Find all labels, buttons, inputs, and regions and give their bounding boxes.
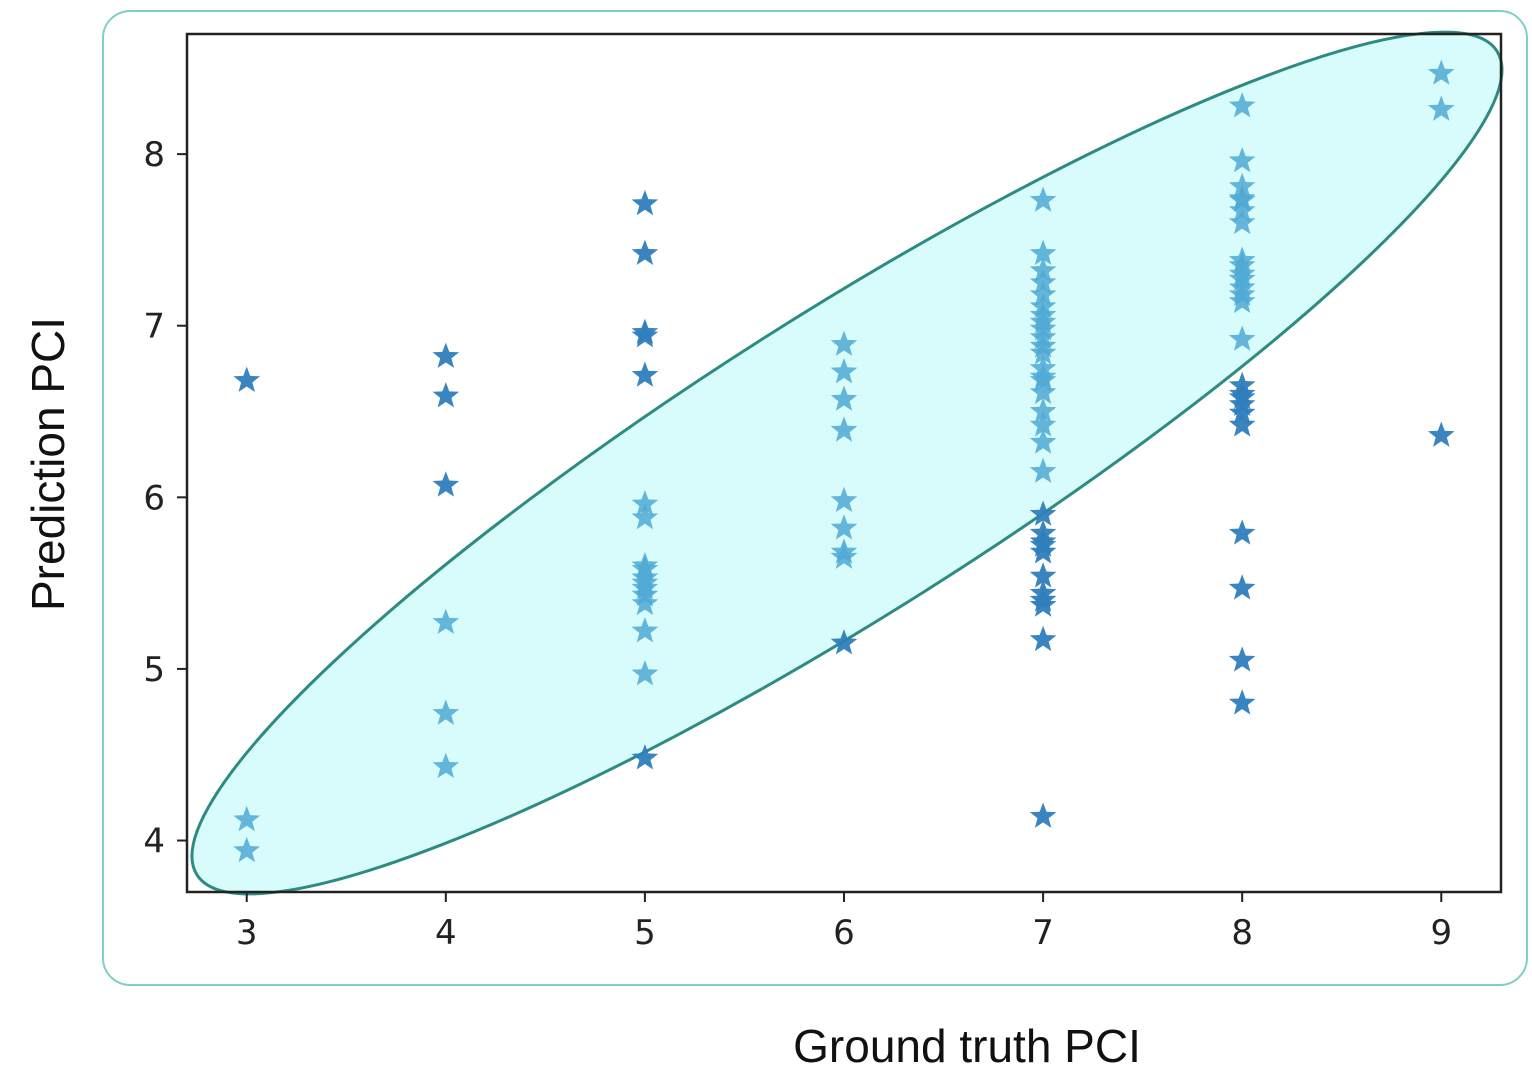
data-point-star: [233, 366, 261, 392]
data-point-star: [233, 805, 261, 832]
data-point-star: [631, 322, 659, 348]
data-point-star: [631, 660, 659, 686]
data-point-star: [233, 836, 261, 863]
data-point-star: [1029, 562, 1057, 588]
data-point-star: [631, 589, 659, 616]
y-tick-label: 5: [143, 650, 165, 690]
x-tick-label: 4: [435, 913, 457, 953]
data-point-star: [1228, 280, 1256, 307]
data-point-star: [1029, 527, 1057, 554]
x-axis-label: Ground truth PCI: [793, 1020, 1141, 1072]
data-point-star: [1029, 500, 1057, 526]
y-ticks: 4 5 6 7 8: [143, 135, 187, 862]
y-tick-label: 6: [143, 478, 165, 518]
data-point-star: [631, 361, 659, 387]
data-point-star: [1228, 411, 1256, 437]
x-tick-label: 5: [634, 913, 656, 953]
data-point-star: [1228, 184, 1256, 211]
y-tick-label: 7: [143, 307, 165, 347]
highlight-ellipse: [190, 30, 1504, 896]
data-point-star: [830, 358, 858, 384]
data-point-star: [432, 752, 460, 779]
data-point-star: [432, 382, 460, 408]
data-point-star: [1228, 574, 1256, 600]
data-point-star: [1029, 397, 1057, 423]
data-point-star: [631, 239, 659, 265]
data-point-star: [830, 629, 858, 655]
x-ticks: 3 4 5 6 7 8 9: [236, 892, 1452, 953]
x-tick-label: 8: [1231, 913, 1253, 953]
data-point-star: [830, 416, 858, 442]
chart-frame: [102, 10, 1528, 986]
data-point-star: [1029, 239, 1057, 265]
data-point-star: [1029, 802, 1057, 828]
data-point-star: [830, 514, 858, 540]
data-point-star: [631, 569, 659, 595]
data-point-star: [631, 189, 659, 216]
data-point-star: [631, 617, 659, 643]
data-point-star: [631, 503, 659, 530]
data-point-star: [1029, 428, 1057, 454]
data-point-star: [1228, 208, 1256, 235]
data-point-star: [1029, 591, 1057, 617]
x-tick-label: 9: [1430, 913, 1452, 953]
data-point-star: [432, 608, 460, 634]
data-point-star: [1029, 363, 1057, 389]
data-point-star: [1029, 378, 1057, 404]
data-point-star: [631, 490, 659, 516]
data-point-star: [1228, 646, 1256, 672]
data-point-star: [1228, 251, 1256, 277]
data-point-star: [1029, 301, 1057, 327]
y-tick-label: 4: [143, 822, 165, 862]
data-point-star: [830, 486, 858, 513]
data-point-star: [1228, 92, 1256, 118]
data-point-star: [830, 543, 858, 569]
data-point-star: [1228, 519, 1256, 545]
data-point-star: [830, 385, 858, 411]
data-point-star: [1029, 332, 1057, 358]
data-point-star: [1029, 625, 1057, 652]
data-point-star: [631, 744, 659, 770]
x-tick-label: 6: [833, 913, 855, 953]
x-tick-label: 3: [236, 913, 258, 953]
data-point-star: [1029, 457, 1057, 483]
highlight-ellipse-layer: [190, 30, 1504, 896]
data-point-star: [432, 342, 460, 368]
data-point-star: [1228, 146, 1256, 173]
data-point-star: [830, 330, 858, 356]
data-point-star: [432, 471, 460, 497]
data-point-star: [1029, 186, 1057, 212]
data-point-star: [1228, 265, 1256, 291]
data-point-star: [1228, 380, 1256, 406]
data-point-star: [1427, 95, 1455, 121]
data-point-star: [631, 555, 659, 581]
points-layer: [233, 59, 1455, 863]
y-axis-label: Prediction PCI: [22, 316, 74, 612]
data-point-star: [1228, 325, 1256, 351]
data-point-star: [1029, 538, 1057, 564]
data-point-star: [1029, 411, 1057, 437]
x-tick-label: 7: [1032, 913, 1054, 953]
data-point-star: [432, 699, 460, 725]
data-point-star: [1427, 421, 1455, 447]
data-point-star: [1228, 689, 1256, 715]
y-tick-label: 8: [143, 135, 165, 175]
data-point-star: [1427, 59, 1455, 85]
